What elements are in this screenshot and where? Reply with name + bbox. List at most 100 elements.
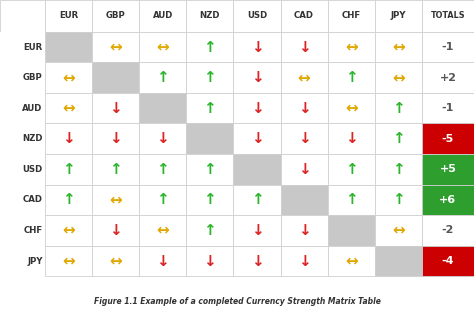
Bar <box>422 215 474 246</box>
Bar <box>422 93 474 123</box>
Text: ↓: ↓ <box>298 253 310 268</box>
Bar <box>186 185 233 215</box>
Text: ↓: ↓ <box>298 131 310 146</box>
Bar <box>328 123 375 154</box>
Bar <box>139 62 186 93</box>
Text: -2: -2 <box>442 225 454 236</box>
Bar <box>328 154 375 185</box>
Bar <box>139 123 186 154</box>
Text: ↔: ↔ <box>345 40 357 55</box>
Bar <box>186 246 233 276</box>
Bar <box>281 185 328 215</box>
Text: ↑: ↑ <box>203 192 216 208</box>
Text: ↔: ↔ <box>392 223 405 238</box>
Bar <box>0 0 45 32</box>
Text: ↓: ↓ <box>156 253 169 268</box>
Text: ↑: ↑ <box>203 101 216 116</box>
Text: AUD: AUD <box>153 11 173 20</box>
Bar <box>328 32 375 62</box>
Text: -5: -5 <box>442 134 454 144</box>
Bar <box>0 246 45 276</box>
Text: EUR: EUR <box>59 11 78 20</box>
Bar <box>92 246 139 276</box>
Bar <box>422 123 474 154</box>
Bar <box>186 93 233 123</box>
Text: ↔: ↔ <box>156 40 169 55</box>
Bar <box>233 185 281 215</box>
Text: ↔: ↔ <box>345 101 357 116</box>
Text: ↑: ↑ <box>62 192 75 208</box>
Text: EUR: EUR <box>23 43 43 51</box>
Bar <box>233 215 281 246</box>
Text: ↓: ↓ <box>251 131 264 146</box>
Bar <box>375 93 422 123</box>
Bar <box>281 246 328 276</box>
Text: -1: -1 <box>442 42 454 52</box>
Bar <box>422 154 474 185</box>
Bar <box>0 215 45 246</box>
Bar <box>328 185 375 215</box>
Bar <box>328 0 375 32</box>
Text: ↑: ↑ <box>392 101 405 116</box>
Text: ↔: ↔ <box>298 70 310 85</box>
Bar <box>92 215 139 246</box>
Bar <box>328 62 375 93</box>
Bar <box>92 185 139 215</box>
Bar <box>45 62 92 93</box>
Text: CHF: CHF <box>24 226 43 235</box>
Bar <box>233 0 281 32</box>
Bar <box>375 123 422 154</box>
Bar <box>45 215 92 246</box>
Bar <box>45 246 92 276</box>
Bar <box>375 154 422 185</box>
Text: AUD: AUD <box>22 104 43 113</box>
Text: CAD: CAD <box>23 195 43 204</box>
Text: -4: -4 <box>442 256 454 266</box>
Bar <box>233 62 281 93</box>
Text: ↑: ↑ <box>156 70 169 85</box>
Bar <box>233 123 281 154</box>
Text: ↔: ↔ <box>109 192 122 208</box>
Text: ↓: ↓ <box>62 131 75 146</box>
Text: ↓: ↓ <box>251 223 264 238</box>
Bar <box>281 93 328 123</box>
Text: ↓: ↓ <box>109 101 122 116</box>
Text: ↔: ↔ <box>109 40 122 55</box>
Bar <box>139 0 186 32</box>
Text: NZD: NZD <box>200 11 220 20</box>
Text: ↓: ↓ <box>203 253 216 268</box>
Text: +2: +2 <box>439 73 456 83</box>
Bar <box>375 0 422 32</box>
Text: ↑: ↑ <box>109 162 122 177</box>
Bar <box>45 93 92 123</box>
Bar <box>92 123 139 154</box>
Text: ↑: ↑ <box>203 162 216 177</box>
Text: ↑: ↑ <box>156 162 169 177</box>
Text: ↓: ↓ <box>251 253 264 268</box>
Bar <box>186 215 233 246</box>
Bar <box>328 215 375 246</box>
Bar <box>375 246 422 276</box>
Bar <box>281 62 328 93</box>
Text: +5: +5 <box>439 164 456 174</box>
Text: ↓: ↓ <box>109 131 122 146</box>
Text: ↓: ↓ <box>298 101 310 116</box>
Text: ↓: ↓ <box>109 223 122 238</box>
Text: ↑: ↑ <box>251 192 264 208</box>
Bar <box>45 0 92 32</box>
Bar <box>139 32 186 62</box>
Bar <box>375 185 422 215</box>
Text: ↓: ↓ <box>251 101 264 116</box>
Text: ↑: ↑ <box>203 70 216 85</box>
Text: ↑: ↑ <box>156 192 169 208</box>
Text: ↑: ↑ <box>392 131 405 146</box>
Bar <box>139 215 186 246</box>
Text: -1: -1 <box>442 103 454 113</box>
Bar <box>422 185 474 215</box>
Text: +6: +6 <box>439 195 456 205</box>
Bar <box>328 246 375 276</box>
Text: ↓: ↓ <box>156 131 169 146</box>
Text: JPY: JPY <box>391 11 406 20</box>
Text: ↔: ↔ <box>392 40 405 55</box>
Text: ↔: ↔ <box>62 101 75 116</box>
